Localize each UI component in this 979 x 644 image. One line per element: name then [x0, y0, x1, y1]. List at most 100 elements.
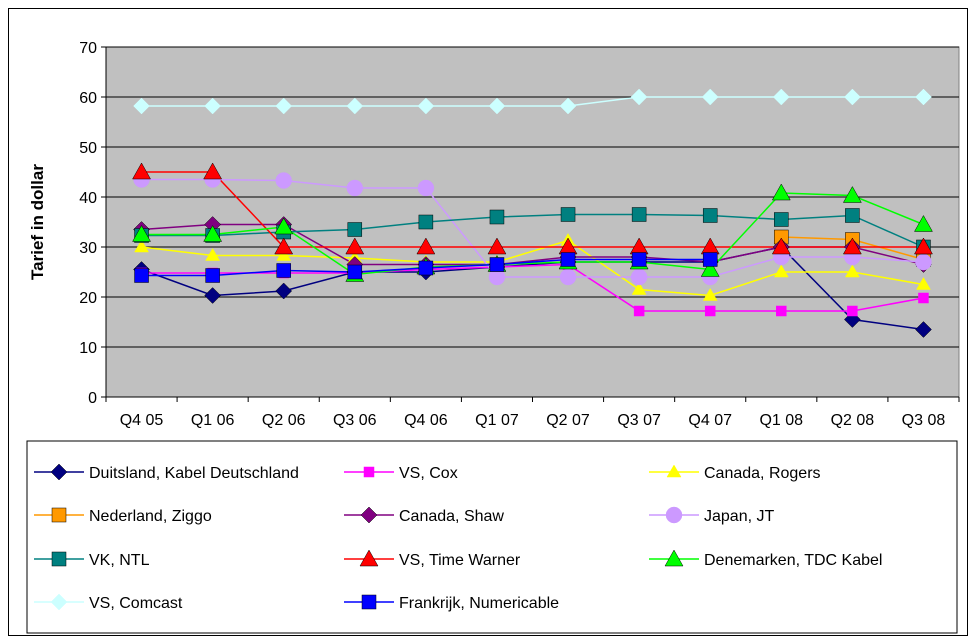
data-point [203, 162, 223, 180]
series-line [141, 263, 924, 312]
data-point [274, 217, 294, 235]
data-point [346, 179, 364, 197]
data-point [559, 268, 577, 286]
data-point [132, 162, 151, 180]
data-point [631, 252, 647, 267]
data-point [918, 292, 929, 304]
data-point [702, 288, 718, 301]
data-point [275, 282, 293, 300]
legend-swatch-marker [664, 549, 684, 567]
x-tick-label: Q4 07 [688, 412, 732, 429]
data-point [914, 214, 933, 232]
legend-swatch-marker [363, 466, 375, 478]
legend-item: Canada, Rogers [649, 464, 821, 482]
legend-swatch-marker [361, 594, 377, 610]
data-point [771, 237, 791, 255]
series-line [141, 178, 924, 278]
legend-item: Canada, Shaw [344, 506, 504, 525]
data-point [702, 252, 718, 267]
data-point [774, 212, 789, 227]
legend-swatch-marker [359, 549, 379, 567]
x-tick-label: Q1 07 [475, 412, 519, 429]
legend-box [26, 440, 958, 634]
x-tick-label: Q2 06 [262, 412, 306, 429]
legend-item: Denemarken, TDC Kabel [649, 549, 882, 569]
data-point [773, 264, 789, 278]
data-point [631, 282, 647, 295]
data-point [488, 97, 506, 115]
chart-frame: 0 10 20 30 40 50 60 70 Q4 05 Q1 06 Q2 06 Q3 06 Q4 0… [8, 8, 968, 636]
data-point [417, 97, 435, 115]
legend-item: Frankrijk, Numericable [344, 594, 559, 612]
y-tick-label: 0 [88, 390, 97, 407]
legend-label: Canada, Shaw [399, 508, 504, 525]
legend-item: VS, Time Warner [344, 549, 521, 569]
data-point [276, 263, 291, 278]
data-point [487, 237, 507, 255]
data-point [204, 287, 221, 304]
x-tick-label: Q2 08 [831, 412, 875, 429]
data-point [133, 97, 150, 115]
data-point [489, 209, 505, 225]
data-point [205, 268, 220, 283]
x-tick-label: Q4 06 [404, 412, 448, 429]
series-line [141, 213, 924, 248]
data-point [844, 88, 861, 106]
data-point [559, 97, 577, 115]
legend-swatch-marker [50, 593, 68, 611]
data-point [844, 264, 860, 278]
y-axis-title: Tarief in dollar [28, 164, 47, 280]
data-point [134, 268, 149, 283]
data-point [274, 237, 294, 255]
data-point [275, 172, 292, 189]
x-tick-label: Q3 08 [902, 412, 946, 429]
x-tick-label: Q2 07 [546, 412, 590, 429]
data-point [560, 207, 576, 222]
data-point [345, 237, 365, 255]
y-tick-label: 30 [79, 240, 97, 257]
series-marker-group [132, 162, 933, 255]
data-point [776, 305, 787, 317]
data-point [845, 208, 860, 223]
legend-swatch-marker [50, 463, 68, 481]
y-tick-label: 70 [79, 40, 97, 57]
data-point [701, 88, 719, 106]
x-tick-label: Q3 07 [617, 412, 661, 429]
legend-swatch-marker [51, 551, 67, 567]
data-point [489, 257, 505, 272]
x-tick-label: Q1 06 [191, 412, 235, 429]
data-point [702, 208, 718, 223]
data-point [132, 224, 151, 242]
data-point [915, 253, 932, 271]
x-tick-label: Q4 05 [120, 412, 164, 429]
legend-label: Frankrijk, Numericable [399, 595, 559, 612]
legend-label: Japan, JT [704, 508, 774, 525]
data-point [276, 248, 292, 261]
axes [101, 46, 960, 402]
data-point [347, 264, 363, 280]
data-point [630, 88, 648, 106]
x-tick-label: Q1 08 [759, 412, 803, 429]
legend-swatch-marker [665, 506, 683, 524]
series-line [141, 192, 924, 276]
data-point [418, 260, 434, 276]
data-point [418, 214, 434, 230]
x-tick-label: Q3 06 [333, 412, 377, 429]
legend-swatch-marker [666, 464, 682, 478]
data-point [134, 239, 149, 253]
y-tick-label: 50 [79, 140, 97, 157]
data-point [347, 222, 363, 237]
data-point [700, 259, 720, 277]
data-point [772, 88, 790, 106]
legend-label: Denemarken, TDC Kabel [704, 552, 882, 569]
series-line [141, 96, 924, 107]
series-marker-group [134, 252, 718, 283]
data-point [275, 97, 293, 115]
data-point [704, 305, 716, 317]
plot-area [105, 46, 960, 398]
data-point [842, 237, 862, 255]
legend-label: VS, Time Warner [399, 552, 521, 569]
legend-label: Canada, Rogers [704, 465, 821, 482]
legend-label: VK, NTL [89, 552, 150, 569]
